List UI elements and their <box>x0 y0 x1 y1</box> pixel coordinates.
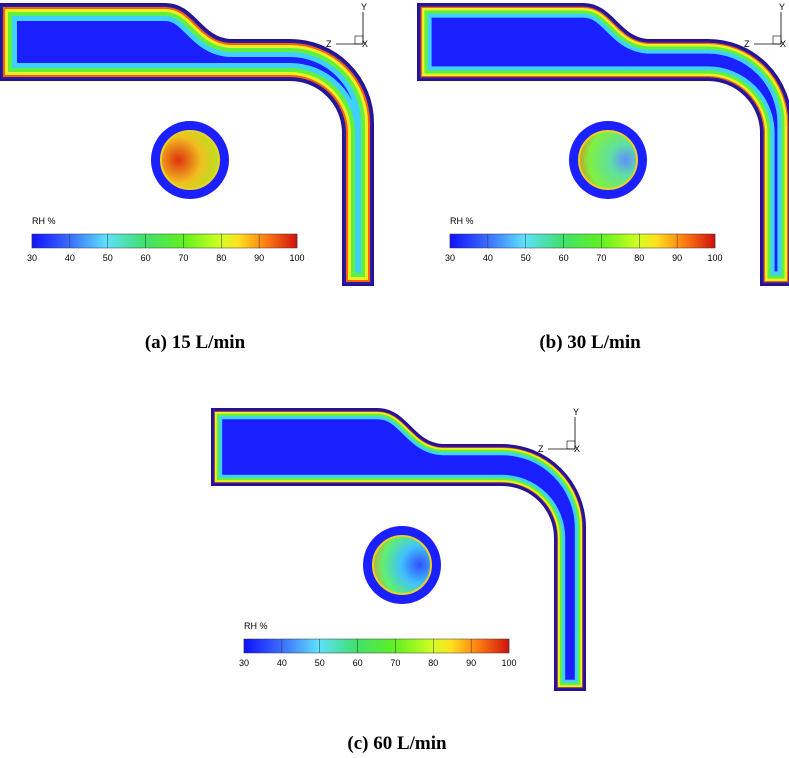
colorbar <box>449 233 716 249</box>
axis-label: X <box>574 444 580 454</box>
colorbar-tick-label: 50 <box>315 658 325 668</box>
panel: Y Z X RH % 30 40 50 60 70 80 90 100 <box>211 407 586 691</box>
axis-label: X <box>780 39 786 49</box>
colorbar-tick-label: 80 <box>428 658 438 668</box>
colorbar-tick-label: 90 <box>672 253 682 263</box>
colorbar-tick-label: 40 <box>483 253 493 263</box>
axis-label: Z <box>326 39 332 49</box>
colorbar-tick-label: 90 <box>466 658 476 668</box>
colorbar-tick-label: 50 <box>521 253 531 263</box>
axis-label: Y <box>573 407 579 417</box>
colorbar-tick-label: 40 <box>277 658 287 668</box>
colorbar-tick-label: 30 <box>239 658 249 668</box>
panel: Y Z X RH % 30 40 50 60 70 80 90 100 <box>0 2 374 286</box>
colorbar-label: RH % <box>450 216 474 226</box>
colorbar-tick-label: 30 <box>27 253 37 263</box>
caption: (b) 30 L/min <box>539 332 641 353</box>
axis-label: Z <box>538 444 544 454</box>
caption: (c) 60 L/min <box>347 733 447 754</box>
axis-label: X <box>362 39 368 49</box>
colorbar-tick-label: 60 <box>141 253 151 263</box>
colorbar-label: RH % <box>244 621 268 631</box>
colorbar-tick-label: 30 <box>445 253 455 263</box>
axis-label: Z <box>744 39 750 49</box>
colorbar-tick-label: 50 <box>103 253 113 263</box>
panel: Y Z X RH % 30 40 50 60 70 80 90 100 <box>417 2 789 286</box>
cross-section-inner <box>372 535 432 595</box>
colorbar-tick-label: 100 <box>289 253 304 263</box>
colorbar-tick-label: 80 <box>634 253 644 263</box>
colorbar-tick-label: 90 <box>254 253 264 263</box>
colorbar-tick-label: 100 <box>501 658 516 668</box>
axis-box <box>566 440 576 450</box>
caption: (a) 15 L/min <box>145 332 246 353</box>
colorbar <box>243 638 510 654</box>
colorbar-tick-label: 60 <box>353 658 363 668</box>
colorbar-tick-label: 40 <box>65 253 75 263</box>
colorbar-tick-label: 60 <box>559 253 569 263</box>
cross-section-inner <box>578 130 638 190</box>
colorbar-tick-label: 70 <box>596 253 606 263</box>
axis-label: Y <box>361 2 367 12</box>
cross-section-inner <box>160 130 220 190</box>
colorbar-tick-label: 70 <box>390 658 400 668</box>
axis-box <box>772 35 782 45</box>
axis-box <box>354 35 364 45</box>
axis-label: Y <box>779 2 785 12</box>
colorbar <box>31 233 298 249</box>
colorbar-tick-label: 100 <box>707 253 722 263</box>
colorbar-tick-label: 80 <box>216 253 226 263</box>
colorbar-tick-label: 70 <box>178 253 188 263</box>
colorbar-label: RH % <box>32 216 56 226</box>
